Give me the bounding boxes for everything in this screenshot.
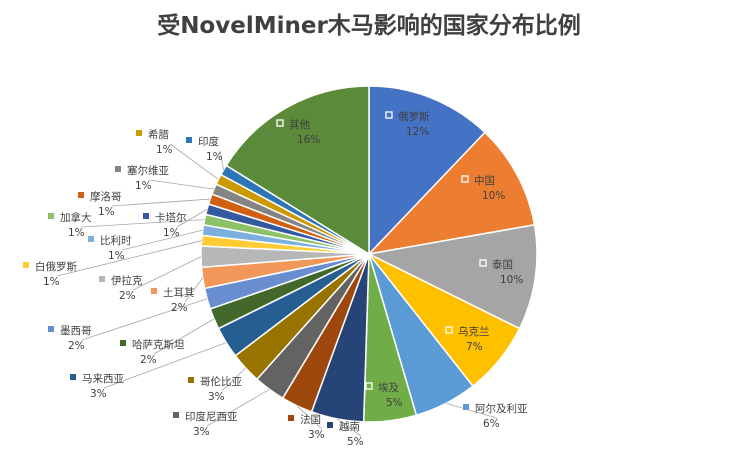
slice-label-pct-18: 1% <box>68 227 85 239</box>
slice-label-pct-13: 2% <box>68 340 85 352</box>
slice-label-name-10: 哥伦比亚 <box>200 375 242 388</box>
slice-label-name-22: 希腊 <box>148 128 169 141</box>
slice-label-pct-5: 6% <box>483 418 500 430</box>
slice-label-pct-21: 1% <box>135 180 152 192</box>
slice-label-pct-6: 5% <box>386 397 403 409</box>
leader-line-14 <box>184 277 204 303</box>
label-marker-5 <box>463 404 469 410</box>
slice-label-name-14: 土耳其 <box>163 286 195 299</box>
label-marker-10 <box>188 377 194 383</box>
slice-label-pct-2: 10% <box>482 190 505 202</box>
pie-slice-24 <box>225 85 370 256</box>
label-marker-24 <box>276 119 284 127</box>
label-marker-6 <box>365 382 373 390</box>
slice-label-name-19: 卡塔尔 <box>155 211 187 224</box>
slice-label-name-2: 中国 <box>474 174 495 187</box>
label-marker-7 <box>327 422 333 428</box>
slice-label-pct-24: 16% <box>297 134 320 146</box>
slice-label-pct-20: 1% <box>98 206 115 218</box>
slice-label-pct-16: 1% <box>43 276 60 288</box>
slice-label-pct-19: 1% <box>163 227 180 239</box>
label-marker-12 <box>120 340 126 346</box>
chart-title: 受NovelMiner木马影响的国家分布比例 <box>157 13 581 39</box>
slice-label-pct-11: 3% <box>90 388 107 400</box>
slice-label-name-6: 埃及 <box>378 381 399 394</box>
slice-label-name-23: 印度 <box>198 135 219 148</box>
leader-line-10 <box>221 367 246 392</box>
label-marker-13 <box>48 326 54 332</box>
slice-label-pct-7: 5% <box>347 436 364 448</box>
leader-line-12 <box>153 318 215 355</box>
label-marker-15 <box>99 276 105 282</box>
leader-line-23 <box>219 150 224 171</box>
leader-line-7 <box>336 418 362 437</box>
label-marker-23 <box>186 137 192 143</box>
leader-line-19 <box>176 208 208 228</box>
slice-label-name-15: 伊拉克 <box>111 274 143 287</box>
label-marker-8 <box>288 415 294 421</box>
slice-label-pct-1: 12% <box>406 126 429 138</box>
label-marker-3 <box>479 259 487 267</box>
slice-label-name-5: 阿尔及利亚 <box>475 402 528 415</box>
leader-lines <box>56 143 498 437</box>
leader-line-22 <box>169 143 219 180</box>
slice-label-pct-14: 2% <box>171 302 188 314</box>
pie-slices <box>200 85 538 423</box>
label-marker-20 <box>78 192 84 198</box>
label-marker-16 <box>23 262 29 268</box>
leader-line-8 <box>296 405 323 430</box>
leader-line-16 <box>56 240 202 277</box>
label-marker-14 <box>151 288 157 294</box>
slice-label-pct-17: 1% <box>108 250 125 262</box>
slice-label-pct-23: 1% <box>206 151 223 163</box>
leader-line-17 <box>121 229 203 251</box>
label-marker-11 <box>70 374 76 380</box>
pie-slice-1 <box>368 85 486 256</box>
label-marker-21 <box>115 166 121 172</box>
leader-line-5 <box>445 402 498 419</box>
slice-label-name-12: 哈萨克斯坦 <box>132 338 185 351</box>
slice-label-pct-3: 10% <box>500 274 523 286</box>
slice-label-name-4: 乌克兰 <box>458 325 490 338</box>
slice-label-name-17: 比利时 <box>100 234 132 247</box>
slice-label-pct-10: 3% <box>208 391 225 403</box>
slice-label-name-3: 泰国 <box>492 258 513 271</box>
slice-label-name-1: 俄罗斯 <box>398 110 430 123</box>
slice-label-name-8: 法国 <box>300 413 321 426</box>
label-marker-2 <box>461 175 469 183</box>
leader-line-20 <box>111 198 211 207</box>
slice-label-pct-9: 3% <box>193 426 210 438</box>
label-marker-4 <box>445 326 453 334</box>
label-marker-18 <box>48 213 54 219</box>
label-marker-9 <box>173 412 179 418</box>
slice-label-pct-4: 7% <box>466 341 483 353</box>
slice-label-name-20: 摩洛哥 <box>90 190 122 203</box>
label-marker-19 <box>143 213 149 219</box>
slice-label-name-11: 马来西亚 <box>82 373 124 385</box>
slice-label-pct-22: 1% <box>156 144 173 156</box>
slice-label-name-18: 加拿大 <box>60 211 92 224</box>
slice-labels: 俄罗斯 12% 中国 10% 泰国 10% 乌克兰 7% 阿尔及利亚 6% 埃及 5% 越南 5% 法国 3%… <box>23 110 528 448</box>
slice-label-name-16: 白俄罗斯 <box>35 260 77 273</box>
slice-label-pct-12: 2% <box>140 354 157 366</box>
leader-line-13 <box>81 298 208 341</box>
leader-line-9 <box>206 388 270 427</box>
leader-line-15 <box>132 256 202 291</box>
leader-line-18 <box>81 219 205 228</box>
label-marker-22 <box>136 130 142 136</box>
slice-label-pct-15: 2% <box>119 290 136 302</box>
slice-label-name-24: 其他 <box>289 118 310 131</box>
label-marker-17 <box>88 236 94 242</box>
slice-label-name-13: 墨西哥 <box>60 325 92 337</box>
label-marker-1 <box>385 111 393 119</box>
slice-label-name-9: 印度尼西亚 <box>185 410 238 423</box>
slice-label-name-7: 越南 <box>339 420 360 433</box>
leader-line-11 <box>103 342 227 389</box>
slice-label-name-21: 塞尔维亚 <box>127 164 169 177</box>
leader-line-21 <box>148 179 215 190</box>
pie-slice-3 <box>366 223 538 330</box>
pie-slice-2 <box>366 131 536 256</box>
slice-label-pct-8: 3% <box>308 429 325 441</box>
